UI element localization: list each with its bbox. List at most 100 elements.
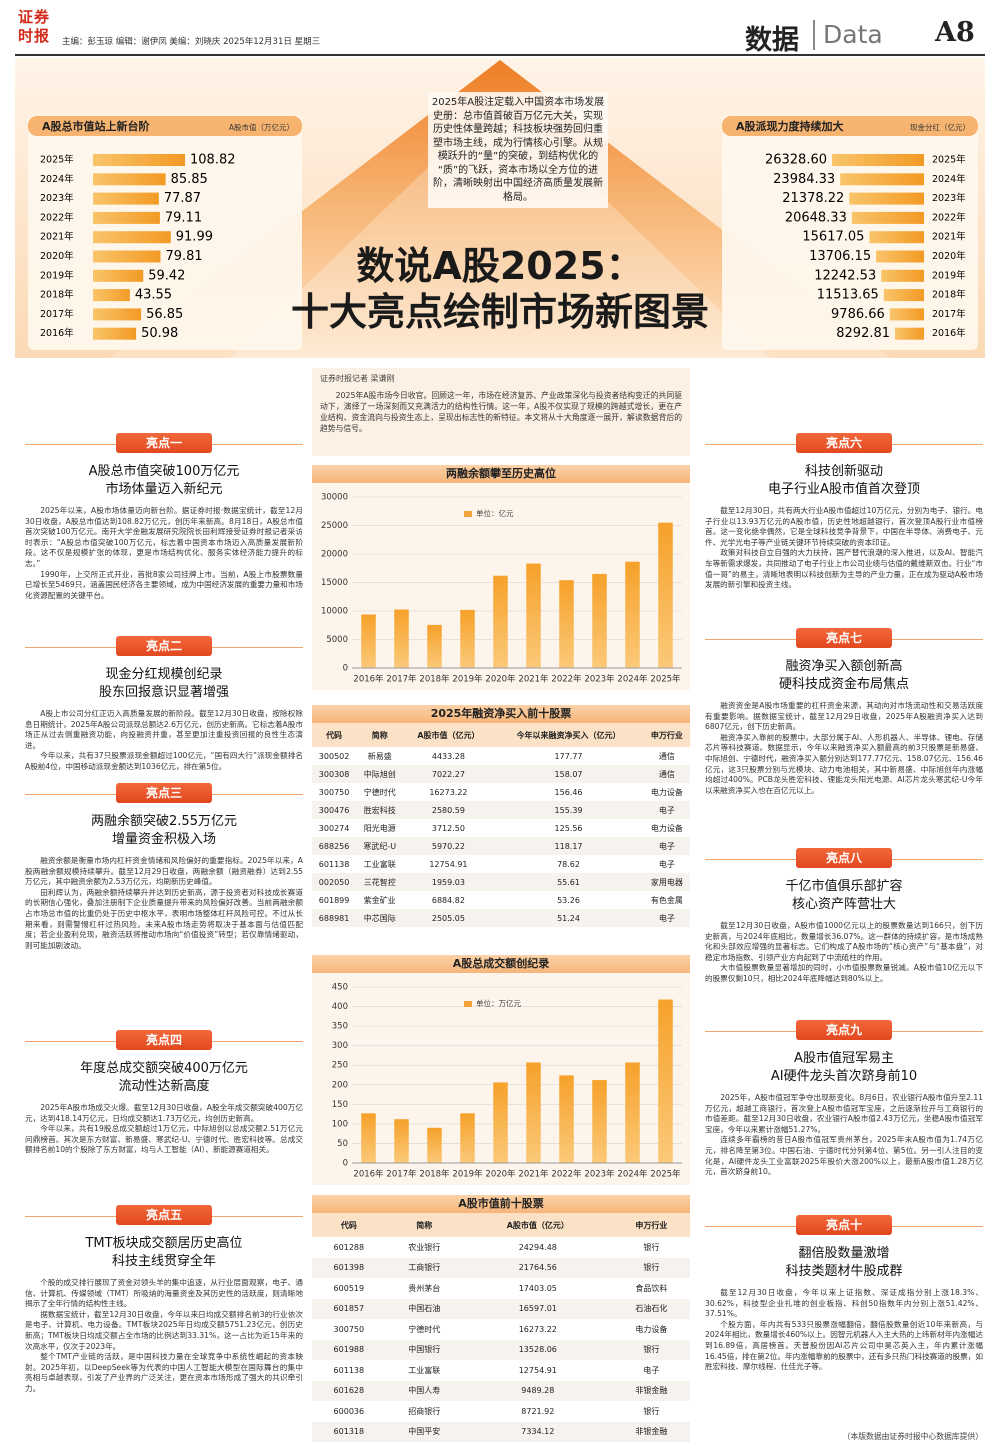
page-number: A8 bbox=[935, 17, 975, 48]
cell: 2505.05 bbox=[431, 913, 465, 923]
value-label: 13706.15 bbox=[809, 249, 871, 264]
headline: 增量资金积极入场 bbox=[111, 832, 216, 847]
value-label: 26328.60 bbox=[765, 153, 827, 168]
paragraph: 今年以来，共有19股总成交额超过1万亿元，中际旭创以总成交额2.51万亿元问鼎榜… bbox=[25, 1124, 303, 1155]
y-tick-label: 0 bbox=[343, 664, 348, 674]
cell: 601318 bbox=[333, 1427, 365, 1437]
cell: 17403.05 bbox=[518, 1283, 557, 1293]
headline: 两融余额突破2.55万亿元 bbox=[91, 814, 237, 829]
panel-unit: 现金分红（亿元） bbox=[910, 122, 970, 132]
cell: 电力设备 bbox=[650, 787, 683, 797]
x-tick-label: 2023年 bbox=[584, 674, 615, 685]
table-row: 601288 农业银行 24294.48 银行 bbox=[312, 1237, 690, 1258]
cell: 非银金融 bbox=[635, 1427, 668, 1437]
cell: 工业富联 bbox=[363, 859, 396, 869]
x-tick-label: 2021年 bbox=[518, 1169, 549, 1180]
value-label: 77.87 bbox=[164, 191, 201, 206]
table-row: 002050 三花智控 1959.03 55.61 家用电器 bbox=[312, 873, 690, 891]
cell: 002050 bbox=[318, 877, 350, 887]
cell: 中国平安 bbox=[408, 1427, 441, 1437]
cell: 贵州茅台 bbox=[408, 1283, 441, 1293]
badge-row: 亮点五 bbox=[25, 1205, 303, 1227]
category-label: 2019年 bbox=[932, 269, 966, 281]
value-label: 23984.33 bbox=[773, 172, 835, 187]
badge-row: 亮点四 bbox=[25, 1030, 303, 1052]
paragraph: 1990年，上交所正式开业，首批8家公司挂牌上市。当前，A股上市股票数量已增长至… bbox=[25, 569, 303, 600]
column-header: 简称 bbox=[385, 1213, 463, 1237]
value-label: 8292.81 bbox=[836, 326, 890, 341]
legend-label: 单位：万亿元 bbox=[476, 998, 521, 1008]
cell: 601138 bbox=[318, 859, 350, 869]
lead-box: 证券时报记者 梁谦刚 2025年A股市场今日收官。回顾这一年，市场在经济复苏、产… bbox=[312, 368, 690, 456]
paragraph: 截至12月30日收盘，今年以来上证指数、深证成指分别上涨18.3%、30.62%… bbox=[705, 1288, 983, 1319]
badge: 亮点十 bbox=[796, 1215, 892, 1235]
table-row: 601138 工业富联 12754.91 78.62 电子 bbox=[312, 855, 690, 873]
badge: 亮点七 bbox=[796, 628, 892, 648]
paragraph: A股上市公司分红正迈入高质量发展的新阶段。截至12月30日收盘，按除权除息日期统… bbox=[25, 709, 303, 750]
bar bbox=[559, 1075, 574, 1163]
cell: 9489.28 bbox=[521, 1386, 555, 1396]
main-title: 数说A股2025： 十大亮点绘制市场新图景 bbox=[200, 243, 800, 335]
table-row: 601138 工业富联 12754.91 电子 bbox=[312, 1360, 690, 1381]
bar bbox=[93, 211, 160, 224]
bar bbox=[889, 308, 924, 321]
cell: 中国人寿 bbox=[408, 1386, 441, 1396]
header-row: 代码 简称 A股市值（亿元） 今年以来融资净买入（亿元） 申万行业 bbox=[312, 723, 690, 747]
bar bbox=[883, 289, 924, 302]
cell: 银行 bbox=[643, 1242, 660, 1252]
bar bbox=[840, 173, 924, 186]
cell: 55.61 bbox=[557, 877, 580, 887]
badge-row: 亮点三 bbox=[25, 783, 303, 805]
headline: 年度总成交额突破400万亿元 bbox=[80, 1061, 248, 1076]
category-label: 2016年 bbox=[40, 327, 74, 339]
value-label: 50.98 bbox=[141, 326, 178, 341]
paragraph: 2025年A股市场成交火爆。截至12月30日收盘，A股全年成交额突破400万亿元… bbox=[25, 1103, 303, 1123]
value-label: 15617.05 bbox=[802, 230, 864, 245]
highlight: 亮点十 翻倍股数量激增 科技类题材牛股成群 截至12月30日收盘，今年以来上证指数、深… bbox=[705, 1215, 983, 1373]
cell: 阳光电源 bbox=[363, 823, 396, 833]
headline: 科技创新驱动 bbox=[804, 464, 883, 479]
cell: 工商银行 bbox=[408, 1263, 441, 1273]
bar bbox=[460, 609, 475, 668]
headline: 流动性达新高度 bbox=[118, 1079, 210, 1094]
paragraph: 政策对科技自立自强的大力扶持，国产替代浪潮的深入推进，以及AI、智能汽车等新需求… bbox=[705, 548, 983, 590]
bar bbox=[876, 250, 924, 263]
badge-row: 亮点二 bbox=[25, 636, 303, 658]
title-line: 十大亮点绘制市场新图景 bbox=[290, 290, 709, 334]
badge-row: 亮点九 bbox=[705, 1020, 983, 1042]
cell: 6884.82 bbox=[431, 895, 465, 905]
badge-row: 亮点六 bbox=[705, 433, 983, 455]
cell: 7334.12 bbox=[521, 1427, 555, 1437]
headline: 科技类题材牛股成群 bbox=[785, 1264, 903, 1279]
bar bbox=[493, 1082, 508, 1163]
x-tick-label: 2016年 bbox=[353, 674, 384, 685]
badge: 亮点四 bbox=[116, 1030, 212, 1050]
table-row: 300476 胜宏科技 2580.59 155.39 电子 bbox=[312, 801, 690, 819]
lead: 2025年A股市场今日收官。回顾这一年，市场在经济复苏、产业政策深化与投资者结构… bbox=[320, 391, 682, 433]
table-row: 601318 中国平安 7334.12 非银金融 bbox=[312, 1421, 690, 1442]
bar bbox=[93, 154, 185, 166]
y-tick-label: 400 bbox=[332, 1002, 348, 1012]
bar bbox=[559, 580, 574, 668]
cell: 300308 bbox=[318, 769, 350, 779]
category-label: 2019年 bbox=[40, 269, 74, 281]
pyramid bbox=[110, 60, 890, 358]
table-row: 688256 寒武纪-U 5970.22 118.17 电子 bbox=[312, 837, 690, 855]
x-tick-label: 2025年 bbox=[650, 674, 681, 685]
cell: 2580.59 bbox=[431, 805, 465, 815]
body: 2025年A股市场成交火爆。截至12月30日收盘，A股全年成交额突破400万亿元… bbox=[25, 1103, 303, 1156]
value-label: 9786.66 bbox=[831, 307, 885, 322]
highlight: 亮点八 千亿市值俱乐部扩容 核心资产阵营壮大 截至12月30日收盘，A股市值1000亿… bbox=[705, 848, 983, 985]
table-row: 300502 新易盛 4433.28 177.77 通信 bbox=[312, 747, 690, 765]
table-row: 300274 阳光电源 3712.50 125.56 电力设备 bbox=[312, 819, 690, 837]
y-tick-label: 300 bbox=[332, 1041, 348, 1051]
chart-title: 两融余额攀至历史高位 bbox=[312, 465, 690, 483]
cell: 通信 bbox=[658, 751, 675, 761]
x-tick-label: 2024年 bbox=[617, 674, 648, 685]
bar bbox=[361, 1113, 376, 1163]
category-label: 2016年 bbox=[932, 327, 966, 339]
badge: 亮点八 bbox=[796, 848, 892, 868]
body: 截至12月30日收盘，今年以来上证指数、深证成指分别上涨18.3%、30.62%… bbox=[705, 1288, 983, 1373]
table-row: 601899 紫金矿业 6884.82 53.26 有色金属 bbox=[312, 891, 690, 909]
